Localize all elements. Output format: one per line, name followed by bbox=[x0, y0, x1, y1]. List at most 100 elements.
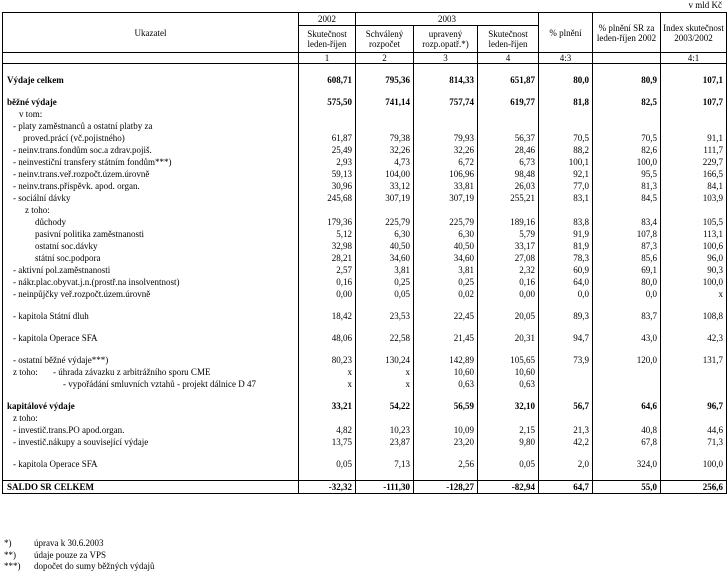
value-cell: 91,1 bbox=[660, 132, 727, 144]
empty-cell bbox=[477, 344, 539, 354]
value-cell: 22,45 bbox=[413, 310, 478, 322]
value-cell: 80,9 bbox=[592, 74, 661, 86]
empty-cell bbox=[2, 300, 299, 310]
empty-cell bbox=[2, 448, 299, 458]
value-cell: 107,7 bbox=[660, 96, 727, 108]
value-cell: 64,6 bbox=[592, 400, 661, 412]
row-label: - sociální dávky bbox=[2, 192, 299, 204]
value-cell: 40,50 bbox=[355, 240, 414, 252]
header-year: 2002 bbox=[298, 12, 356, 26]
value-cell: 32,98 bbox=[298, 240, 356, 252]
value-cell: 21,45 bbox=[413, 332, 478, 344]
column-number: 4:1 bbox=[660, 52, 727, 64]
value-cell: 10,23 bbox=[355, 424, 414, 436]
value-cell: -111,30 bbox=[355, 480, 414, 494]
empty-cell bbox=[2, 63, 299, 74]
value-cell bbox=[413, 412, 478, 424]
empty-cell bbox=[298, 63, 356, 74]
label-text: z toho: bbox=[25, 205, 50, 215]
column-number: 4 bbox=[477, 52, 539, 64]
value-cell: 0,0 bbox=[592, 288, 661, 300]
label-text: - sociální dávky bbox=[13, 193, 71, 203]
value-cell: 20,31 bbox=[477, 332, 539, 344]
value-cell: 23,20 bbox=[413, 436, 478, 448]
value-cell: 3,81 bbox=[355, 264, 414, 276]
row-label: - neinv.trans.fondům soc.a zdrav.pojiš. bbox=[2, 144, 299, 156]
value-cell bbox=[298, 204, 356, 216]
spacer-row bbox=[2, 322, 727, 332]
column-number: 3 bbox=[413, 52, 478, 64]
value-cell: 575,50 bbox=[298, 96, 356, 108]
value-cell bbox=[660, 108, 727, 120]
label-text: pasivní politika zaměstnanosti bbox=[35, 229, 144, 239]
label-text: - investič.trans.PO apod.organ. bbox=[13, 425, 125, 435]
spacer-row bbox=[2, 448, 727, 458]
value-cell: 2,15 bbox=[477, 424, 539, 436]
value-cell: 25,49 bbox=[298, 144, 356, 156]
value-cell: 100,6 bbox=[660, 240, 727, 252]
value-cell: 7,13 bbox=[355, 458, 414, 470]
value-cell: 81,3 bbox=[592, 180, 661, 192]
row-label: státní soc.podpora bbox=[2, 252, 299, 264]
value-cell: 105,65 bbox=[477, 354, 539, 366]
label-text: kapitálové výdaje bbox=[7, 401, 75, 411]
table-row: pasivní politika zaměstnanosti 5,12 6,30 6,… bbox=[2, 228, 727, 240]
header-cell: Index skutečnost 2003/2002 bbox=[660, 12, 727, 53]
table-row: - kapitola Státní dluh 18,42 23,53 22,45 20,… bbox=[2, 310, 727, 322]
value-cell: 81,8 bbox=[538, 96, 593, 108]
column-number: 2 bbox=[355, 52, 414, 64]
header-year: 2003 bbox=[355, 12, 539, 26]
value-cell: 60,9 bbox=[538, 264, 593, 276]
value-cell: 83,1 bbox=[538, 192, 593, 204]
value-cell bbox=[592, 108, 661, 120]
value-cell: 104,00 bbox=[355, 168, 414, 180]
value-cell: 166,5 bbox=[660, 168, 727, 180]
label-text: - kapitola Operace SFA bbox=[13, 459, 98, 469]
value-cell: 0,25 bbox=[413, 276, 478, 288]
label-text: - neinv.trans.příspěvk. apod. organ. bbox=[13, 181, 140, 191]
value-cell: 42,2 bbox=[538, 436, 593, 448]
value-cell bbox=[413, 204, 478, 216]
value-cell: 608,71 bbox=[298, 74, 356, 86]
value-cell: x bbox=[298, 378, 356, 390]
value-cell: 0,05 bbox=[477, 458, 539, 470]
label-text: - platy zaměstnanců a ostatní platby za bbox=[13, 121, 153, 131]
label-text: důchody bbox=[35, 217, 66, 227]
empty-cell bbox=[477, 470, 539, 481]
table-row: - sociální dávky 245,68 307,19 307,19 255,21… bbox=[2, 192, 727, 204]
value-cell bbox=[298, 108, 356, 120]
value-cell: 83,4 bbox=[592, 216, 661, 228]
value-cell: 33,17 bbox=[477, 240, 539, 252]
value-cell: 225,79 bbox=[413, 216, 478, 228]
empty-cell bbox=[660, 344, 727, 354]
value-cell bbox=[355, 412, 414, 424]
table-row: - neinv.trans.příspěvk. apod. organ. 30,9… bbox=[2, 180, 727, 192]
value-cell: 40,8 bbox=[592, 424, 661, 436]
row-label: - kapitola Operace SFA bbox=[2, 332, 299, 344]
row-label: - neinpůjčky veř.rozpočt.územ.úrovně bbox=[2, 288, 299, 300]
row-label: pasivní politika zaměstnanosti bbox=[2, 228, 299, 240]
value-cell: 32,26 bbox=[355, 144, 414, 156]
value-cell bbox=[592, 120, 661, 132]
value-cell: 0,0 bbox=[538, 288, 593, 300]
label-text: - kapitola Operace SFA bbox=[13, 333, 98, 343]
value-cell: 77,0 bbox=[538, 180, 593, 192]
empty-cell bbox=[355, 470, 414, 481]
table-row: - neinv.trans.veř.rozpočt.územ.úrovně 59,… bbox=[2, 168, 727, 180]
value-cell: 4,82 bbox=[298, 424, 356, 436]
empty-cell bbox=[413, 322, 478, 332]
row-label: - investič.trans.PO apod.organ. bbox=[2, 424, 299, 436]
value-cell: 33,81 bbox=[413, 180, 478, 192]
empty-cell bbox=[355, 300, 414, 310]
spacer-row bbox=[2, 86, 727, 96]
row-label: z toho: - úhrada závazku z arbitrážního s… bbox=[2, 366, 299, 378]
empty-cell bbox=[592, 448, 661, 458]
header-indicator: Ukazatel bbox=[2, 12, 299, 53]
label-text: - nákr.plac.obyvat.j.n.(prostř.na insolv… bbox=[13, 277, 180, 287]
value-cell: 34,60 bbox=[413, 252, 478, 264]
row-label: důchody bbox=[2, 216, 299, 228]
row-label: - kapitola Státní dluh bbox=[2, 310, 299, 322]
value-cell: 2,93 bbox=[298, 156, 356, 168]
value-cell bbox=[538, 366, 593, 378]
value-cell: 100,0 bbox=[660, 276, 727, 288]
